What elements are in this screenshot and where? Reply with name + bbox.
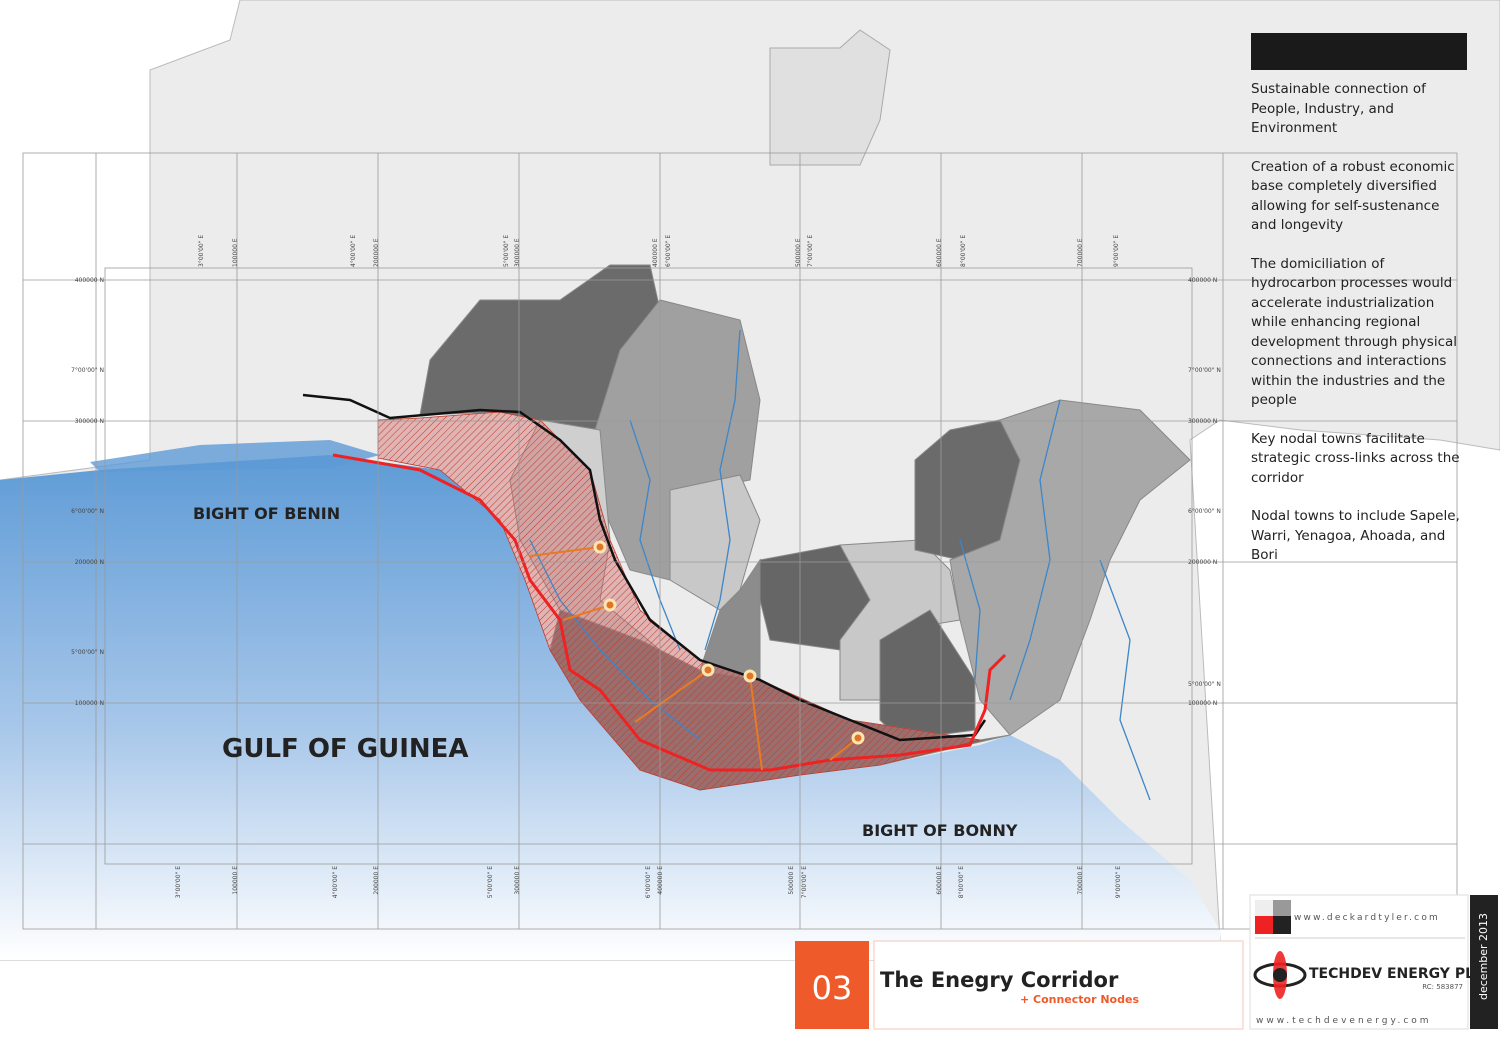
nodes	[593, 540, 865, 745]
boundary	[302, 393, 987, 742]
paragraph: Nodal towns to include Sapele, Warri, Ye…	[1251, 508, 1460, 563]
grid-label: 200000 E	[373, 238, 380, 267]
grid-label: 400000 E	[652, 238, 659, 267]
subtitle: + Connector Nodes	[1020, 993, 1139, 1006]
grid-label: 4°00'00" E	[332, 866, 339, 898]
grid-label: 300000 N	[1188, 418, 1217, 425]
grid-label: 100000 N	[1188, 700, 1217, 707]
company: TECHDEV ENERGY PLC	[1309, 966, 1484, 982]
grid-label: 9°00'00" E	[1115, 866, 1122, 898]
map-label: BIGHT OF BENIN	[193, 504, 340, 523]
title: The Enegry Corridor	[880, 968, 1119, 992]
rivers	[529, 329, 1151, 801]
map-label: BIGHT OF BONNY	[862, 821, 1018, 840]
grid-label: 200000 N	[75, 559, 104, 566]
title-box	[873, 940, 1244, 1030]
paragraph: The domiciliation of hydrocarbon process…	[1251, 255, 1458, 409]
grid-label: 300000 E	[514, 866, 521, 895]
rc: RC: 583877	[1422, 983, 1463, 991]
grid-label: 8°00'00" E	[958, 866, 965, 898]
grid-label: 200000 E	[373, 866, 380, 895]
grid-label: 700000 E	[1077, 238, 1084, 267]
grid-label: 7°00'00" E	[801, 866, 808, 898]
date: december 2013	[1477, 913, 1490, 1000]
grid-label: 200000 N	[1188, 559, 1217, 566]
lagoon	[90, 440, 380, 472]
grid-label: 5°00'00" E	[487, 866, 494, 898]
grid-label: 500000 E	[788, 866, 795, 895]
grid-label: 6°00'00" N	[1188, 508, 1221, 515]
grid-label: 7°00'00" N	[71, 367, 104, 374]
number-box	[795, 941, 869, 1029]
grid-label: 400000 N	[1188, 277, 1217, 284]
grid-label: 3°00'00" E	[175, 866, 182, 898]
grid-label: 4°00'00" E	[350, 235, 357, 267]
grid-label: 700000 E	[1077, 866, 1084, 895]
grid-label: 400000 E	[657, 866, 664, 895]
logo-square	[1255, 916, 1273, 934]
grid-label: 300000 E	[514, 238, 521, 267]
grid-label: 7°00'00" N	[1188, 367, 1221, 374]
grid-label: 300000 N	[75, 418, 104, 425]
grid-label: 100000 N	[75, 700, 104, 707]
grid-label: 500000 E	[795, 238, 802, 267]
grid-label: 9°00'00" E	[1113, 235, 1120, 267]
land-north	[769, 29, 891, 166]
logo	[1273, 968, 1287, 982]
text-panel: Sustainable connection of People, Indust…	[1251, 80, 1466, 585]
grid-label: 400000 N	[75, 277, 104, 284]
grid	[22, 152, 1458, 930]
grid-label: 6°00'00" E	[665, 235, 672, 267]
grid-label: 600000 E	[936, 866, 943, 895]
grid-label: 5°00'00" N	[71, 649, 104, 656]
grid-label: 600000 E	[936, 238, 943, 267]
company-url: www.techdevenergy.com	[1256, 1016, 1432, 1026]
grid-label: 100000 E	[232, 238, 239, 267]
grid-label: 6°00'00" N	[71, 508, 104, 515]
grid-label: 100000 E	[232, 866, 239, 895]
deckard-url: www.deckardtyler.com	[1294, 913, 1440, 923]
paragraph: Sustainable connection of People, Indust…	[1251, 81, 1426, 136]
paragraph: Key nodal towns facilitate strategic cro…	[1251, 430, 1460, 486]
map-label: GULF OF GUINEA	[222, 734, 469, 764]
grid-label: 7°00'00" E	[807, 235, 814, 267]
logo-square	[1255, 900, 1273, 916]
grid-label: 3°00'00" E	[198, 235, 205, 267]
date-bar	[1470, 895, 1498, 1029]
grid-label: 5°00'00" E	[503, 235, 510, 267]
grid-label: 5°00'00" N	[1188, 681, 1221, 688]
pipeline	[332, 453, 1007, 772]
logo-square	[1273, 916, 1291, 934]
grid-label: 6°00'00" E	[645, 866, 652, 898]
sheet-number: 03	[812, 969, 853, 1007]
paragraph: Creation of a robust economic base compl…	[1251, 158, 1455, 234]
header-bar	[1251, 33, 1467, 70]
sea	[0, 455, 1220, 960]
grid-label: 8°00'00" E	[960, 235, 967, 267]
logo-square	[1273, 900, 1291, 916]
